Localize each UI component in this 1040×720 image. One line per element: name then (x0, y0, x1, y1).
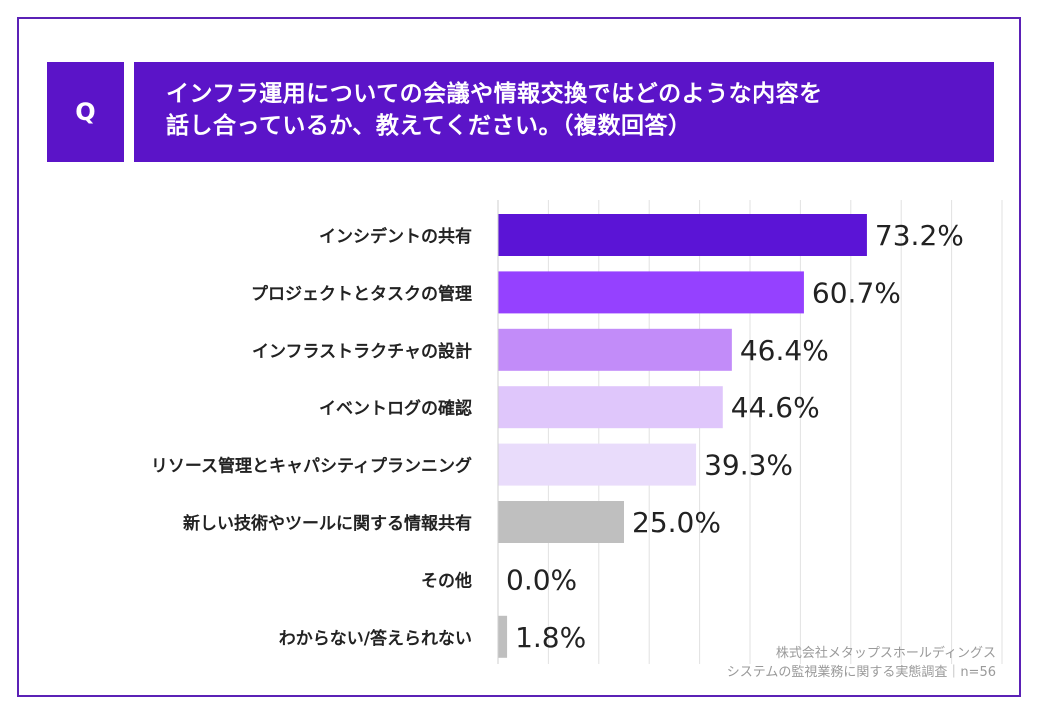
question-text-line2: 話し合っているか、教えてください。（複数回答） (166, 113, 692, 139)
category-label: わからない/答えられない (279, 628, 472, 649)
category-label: インシデントの共有 (319, 226, 472, 247)
value-label: 46.4% (740, 334, 829, 367)
bar (498, 214, 867, 256)
source-survey: システムの監視業務に関する実態調査｜n=56 (726, 665, 996, 680)
source-note: 株式会社メタップスホールディングス システムの監視業務に関する実態調査｜n=56 (727, 644, 996, 682)
category-label: 新しい技術やツールに関する情報共有 (183, 513, 472, 534)
question-badge-label: Q (75, 98, 96, 126)
question-header: インフラ運用についての会議や情報交換ではどのような内容を 話し合っているか、教え… (134, 62, 994, 162)
value-label: 44.6% (731, 391, 820, 424)
value-label: 73.2% (875, 219, 964, 252)
bar (498, 443, 697, 486)
bar (498, 328, 732, 371)
value-label: 60.7% (812, 276, 901, 309)
question-text-line1: インフラ運用についての会議や情報交換ではどのような内容を (166, 81, 823, 107)
category-label: その他 (421, 570, 472, 591)
bar (498, 271, 804, 314)
outer-frame (17, 17, 1021, 697)
value-label: 1.8% (515, 621, 586, 654)
bar (498, 501, 624, 543)
category-label: プロジェクトとタスクの管理 (251, 283, 472, 304)
source-company: 株式会社メタップスホールディングス (775, 646, 996, 661)
question-badge: Q (47, 62, 124, 162)
value-label: 25.0% (632, 506, 721, 539)
category-label: イベントログの確認 (319, 398, 472, 419)
category-label: リソース管理とキャパシティプランニング (151, 456, 472, 477)
category-label: インフラストラクチャの設計 (252, 341, 472, 362)
bar (498, 615, 508, 658)
value-label: 0.0% (506, 563, 577, 596)
value-label: 39.3% (704, 449, 793, 482)
bar (498, 386, 723, 429)
